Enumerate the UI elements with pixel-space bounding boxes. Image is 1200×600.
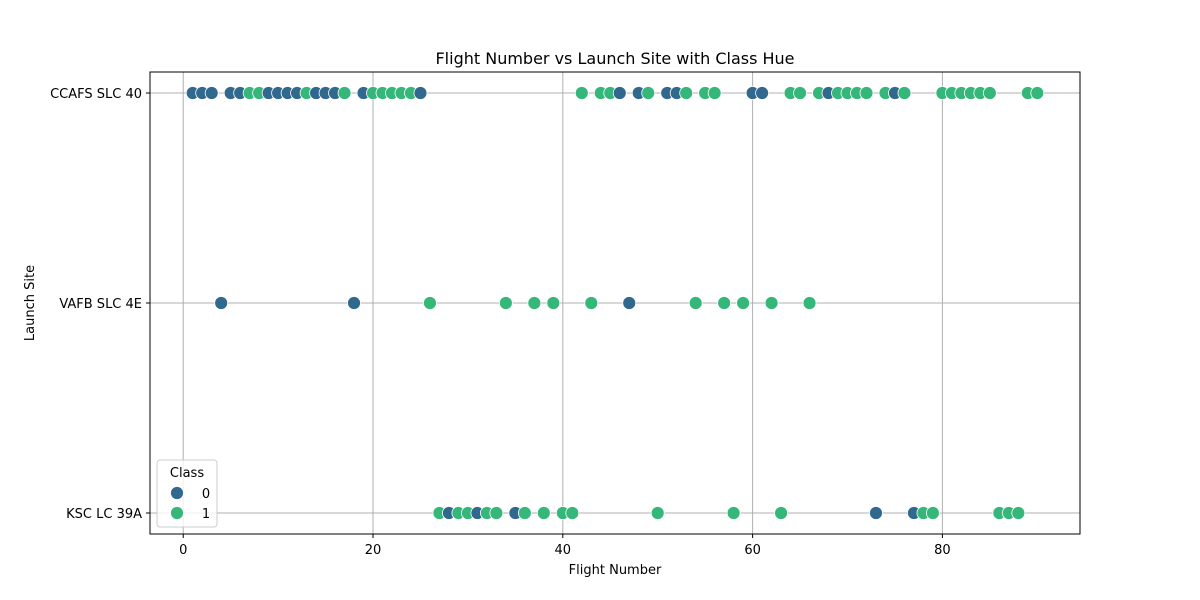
- legend-label-0: 0: [202, 487, 210, 502]
- data-point-class-0: [214, 296, 229, 310]
- data-point-class-1: [774, 506, 788, 520]
- data-point-class-0: [612, 86, 627, 100]
- data-point-class-0: [755, 86, 769, 100]
- data-point-class-1: [641, 86, 656, 100]
- data-point-class-1: [536, 506, 551, 520]
- y-axis-label: Launch Site: [23, 265, 38, 341]
- legend-marker-1: [170, 506, 184, 520]
- grid-lines: [150, 72, 1080, 534]
- data-point-class-1: [717, 296, 732, 310]
- data-point-class-0: [347, 296, 361, 310]
- x-tick-label: 60: [744, 543, 761, 558]
- data-point-class-1: [926, 506, 940, 520]
- data-point-class-1: [726, 506, 741, 520]
- data-point-class-1: [650, 506, 665, 520]
- legend: Class 0 1: [156, 459, 218, 528]
- data-point-class-1: [1011, 506, 1026, 520]
- data-point-class-1: [688, 296, 703, 310]
- legend-title: Class: [170, 466, 204, 481]
- data-point-class-1: [802, 296, 817, 310]
- axis-ticks: 0 20 40 60 80 CCAFS SLC 40 VAFB SLC 4E KSC LC 3…: [50, 87, 951, 558]
- data-point-class-1: [498, 296, 513, 310]
- x-axis-label: Flight Number: [569, 563, 662, 578]
- data-point-class-1: [707, 86, 722, 100]
- legend-label-1: 1: [202, 507, 210, 522]
- x-tick-label: 20: [365, 543, 382, 558]
- data-point-class-1: [574, 86, 589, 100]
- data-point-class-1: [764, 296, 779, 310]
- data-point-class-1: [1030, 86, 1045, 100]
- legend-marker-0: [170, 486, 184, 500]
- data-point-class-0: [622, 296, 637, 310]
- data-point-class-1: [793, 86, 807, 100]
- x-tick-label: 40: [555, 543, 572, 558]
- data-point-class-1: [982, 86, 997, 100]
- data-point-class-0: [869, 506, 883, 520]
- data-point-class-1: [679, 86, 694, 100]
- data-point-class-1: [565, 506, 580, 520]
- y-tick-label: CCAFS SLC 40: [50, 87, 142, 102]
- data-point-class-1: [859, 86, 874, 100]
- data-point-class-1: [527, 296, 542, 310]
- x-tick-label: 80: [934, 543, 951, 558]
- data-point-class-1: [489, 506, 504, 520]
- data-point-class-1: [517, 506, 532, 520]
- data-point-class-1: [584, 296, 599, 310]
- chart-title: Flight Number vs Launch Site with Class …: [435, 49, 794, 68]
- data-point-class-1: [423, 296, 437, 310]
- data-point-class-0: [413, 86, 428, 100]
- x-tick-label: 0: [179, 543, 187, 558]
- y-tick-label: KSC LC 39A: [66, 507, 142, 522]
- data-point-class-1: [337, 86, 352, 100]
- data-points: [185, 86, 1045, 520]
- data-point-class-0: [204, 86, 219, 100]
- y-tick-label: VAFB SLC 4E: [59, 297, 142, 312]
- data-point-class-1: [897, 86, 912, 100]
- data-point-class-1: [546, 296, 561, 310]
- data-point-class-1: [736, 296, 751, 310]
